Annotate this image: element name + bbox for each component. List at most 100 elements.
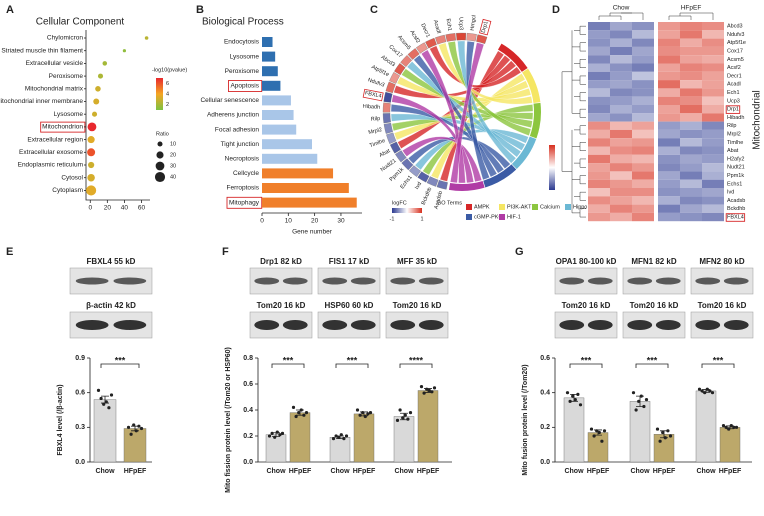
heatmap-cell [632, 188, 654, 197]
bar [329, 437, 351, 463]
gene-label: Ndufv3 [367, 77, 385, 88]
blot-band [113, 277, 147, 285]
blot-label: MFN2 80 kD [699, 257, 745, 266]
heatmap-cell [680, 55, 702, 64]
heatmap-cell [658, 22, 680, 31]
gene-tile [389, 72, 401, 84]
heatmap-cell [632, 71, 654, 81]
heatmap-cell [632, 179, 654, 188]
x-tick-label: HFpEF [289, 468, 312, 475]
y-tick-label: 0.6 [75, 390, 85, 397]
legend-swatch [466, 214, 472, 220]
chord-ribbon [390, 104, 505, 174]
heatmap-cell [588, 105, 610, 114]
x-tick-label: 20 [311, 218, 319, 225]
chord-ribbon [414, 128, 529, 171]
y-tick-label: 0.2 [540, 424, 550, 431]
significance-label: *** [713, 355, 724, 365]
panel-letter: D [552, 4, 560, 16]
heatmap-cell [632, 129, 654, 139]
data-point [705, 387, 709, 391]
significance-bracket [399, 363, 433, 368]
data-point [432, 386, 437, 390]
heatmap-cell [610, 80, 632, 89]
x-tick-label: HFpEF [587, 468, 610, 475]
heatmap-cell [610, 22, 632, 31]
category-label: Adherens junction [207, 112, 259, 119]
dot [144, 36, 149, 40]
legend-label: HIF-1 [507, 214, 521, 220]
data-point [708, 389, 712, 393]
blot-band [322, 320, 348, 330]
category-label: Cytoplasm [52, 187, 83, 194]
data-point [104, 400, 108, 404]
gene-tile [407, 48, 420, 60]
heatmap-cell [658, 46, 680, 56]
data-point [109, 393, 114, 397]
x-tick-label: HFpEF [353, 468, 376, 475]
gene-label: Ivd [727, 190, 734, 196]
gene-label: Hibadh [727, 115, 744, 121]
heatmap-cell [658, 71, 680, 81]
gene-tile [415, 42, 428, 54]
blot-label: FIS1 17 kD [329, 257, 370, 266]
gene-label: Decr1 [419, 23, 430, 39]
heatmap-cell [588, 22, 610, 31]
gene-label: Ndufv3 [727, 32, 744, 38]
data-point [395, 418, 400, 422]
heatmap-cell [680, 163, 702, 172]
dot [87, 122, 97, 132]
gene-tile [435, 34, 447, 45]
gene-tile [382, 113, 391, 124]
bar [353, 413, 375, 463]
y-tick-label: 0.0 [540, 459, 550, 466]
data-point [427, 388, 431, 393]
blot-band [587, 277, 613, 285]
size-key [154, 171, 166, 183]
blot-label: β-actin 42 kD [86, 301, 136, 310]
chord-ribbon [439, 50, 505, 182]
data-point [267, 434, 272, 438]
chord-ribbon [450, 42, 485, 183]
column-label: HFpEF [681, 5, 702, 12]
colorbar-tick: 2 [166, 102, 169, 108]
heatmap-cell [588, 55, 610, 64]
heatmap-cell [702, 204, 724, 213]
gene-tile [456, 32, 467, 41]
heatmap-cell [588, 188, 610, 197]
gene-label: Acadl [432, 19, 442, 34]
dot [93, 98, 100, 105]
heatmap-cell [658, 146, 680, 155]
heatmap-cell [610, 196, 632, 205]
y-tick-label: 0.3 [75, 424, 85, 431]
size-key-label: 20 [170, 152, 176, 158]
y-tick-label: 0.4 [243, 407, 253, 414]
category-label: Striated muscle thin filament [1, 47, 83, 54]
highlight-box [479, 18, 492, 36]
data-point [126, 425, 131, 429]
category-label: Cellular senescence [200, 97, 259, 104]
legend-label: Calcium [540, 204, 560, 210]
y-tick-label: 0.4 [540, 390, 550, 397]
heatmap-cell [658, 30, 680, 39]
data-point [639, 394, 643, 398]
bar [262, 51, 276, 62]
heatmap-cell [632, 113, 654, 122]
blot-band [627, 277, 653, 285]
chart-title: Biological Process [202, 17, 284, 28]
heatmap-cell [610, 204, 632, 213]
heatmap-cell [658, 105, 680, 114]
gene-tile [383, 122, 393, 134]
blot-band [75, 277, 109, 285]
gene-label: Nudt21 [727, 165, 745, 171]
heatmap-cell [610, 171, 632, 180]
bar [123, 428, 147, 463]
heatmap-cell [610, 138, 632, 147]
bar [393, 416, 415, 463]
heatmap-cell [588, 179, 610, 188]
heatmap-cell [610, 121, 632, 130]
legend-swatch [565, 204, 571, 210]
gene-tile [466, 33, 477, 42]
heatmap-cell [658, 63, 680, 72]
blot-label: Drp1 82 kD [260, 257, 302, 266]
